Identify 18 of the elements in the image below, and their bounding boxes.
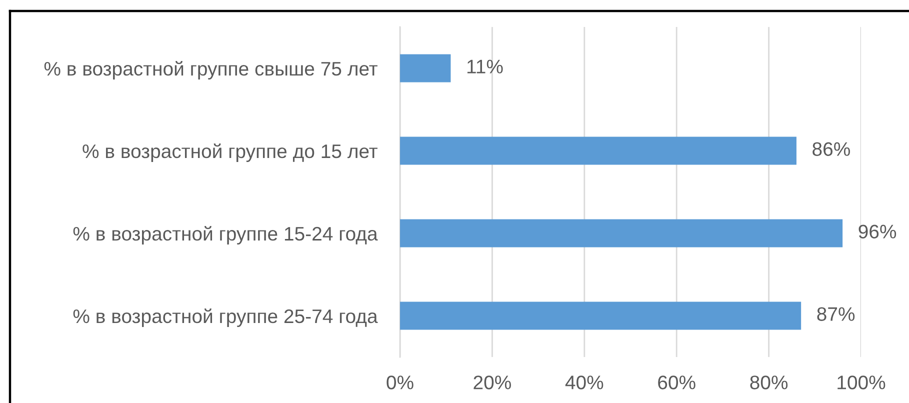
x-tick-label: 40%	[565, 376, 604, 390]
x-tick-label: 20%	[474, 376, 511, 390]
y-tick-label: % в возрастной группе свыше 75 лет	[44, 61, 378, 80]
data-label: 96%	[858, 224, 896, 238]
bar	[400, 54, 451, 82]
x-tick-label: 0%	[386, 376, 414, 390]
data-label: 86%	[812, 142, 850, 156]
data-label: 11%	[467, 60, 503, 74]
bar	[400, 136, 796, 165]
x-tick-label: 100%	[838, 376, 886, 390]
x-tick-label: 80%	[750, 376, 788, 390]
x-tick-label: 60%	[658, 376, 696, 390]
y-tick-label: % в возрастной группе до 15 лет	[82, 144, 378, 162]
y-tick-label: % в возрастной группе 25-74 года	[73, 308, 378, 327]
data-label: 87%	[817, 307, 855, 321]
bar	[400, 219, 843, 248]
bar	[400, 302, 802, 330]
y-tick-label: % в возрастной группе 15-24 года	[73, 226, 378, 244]
